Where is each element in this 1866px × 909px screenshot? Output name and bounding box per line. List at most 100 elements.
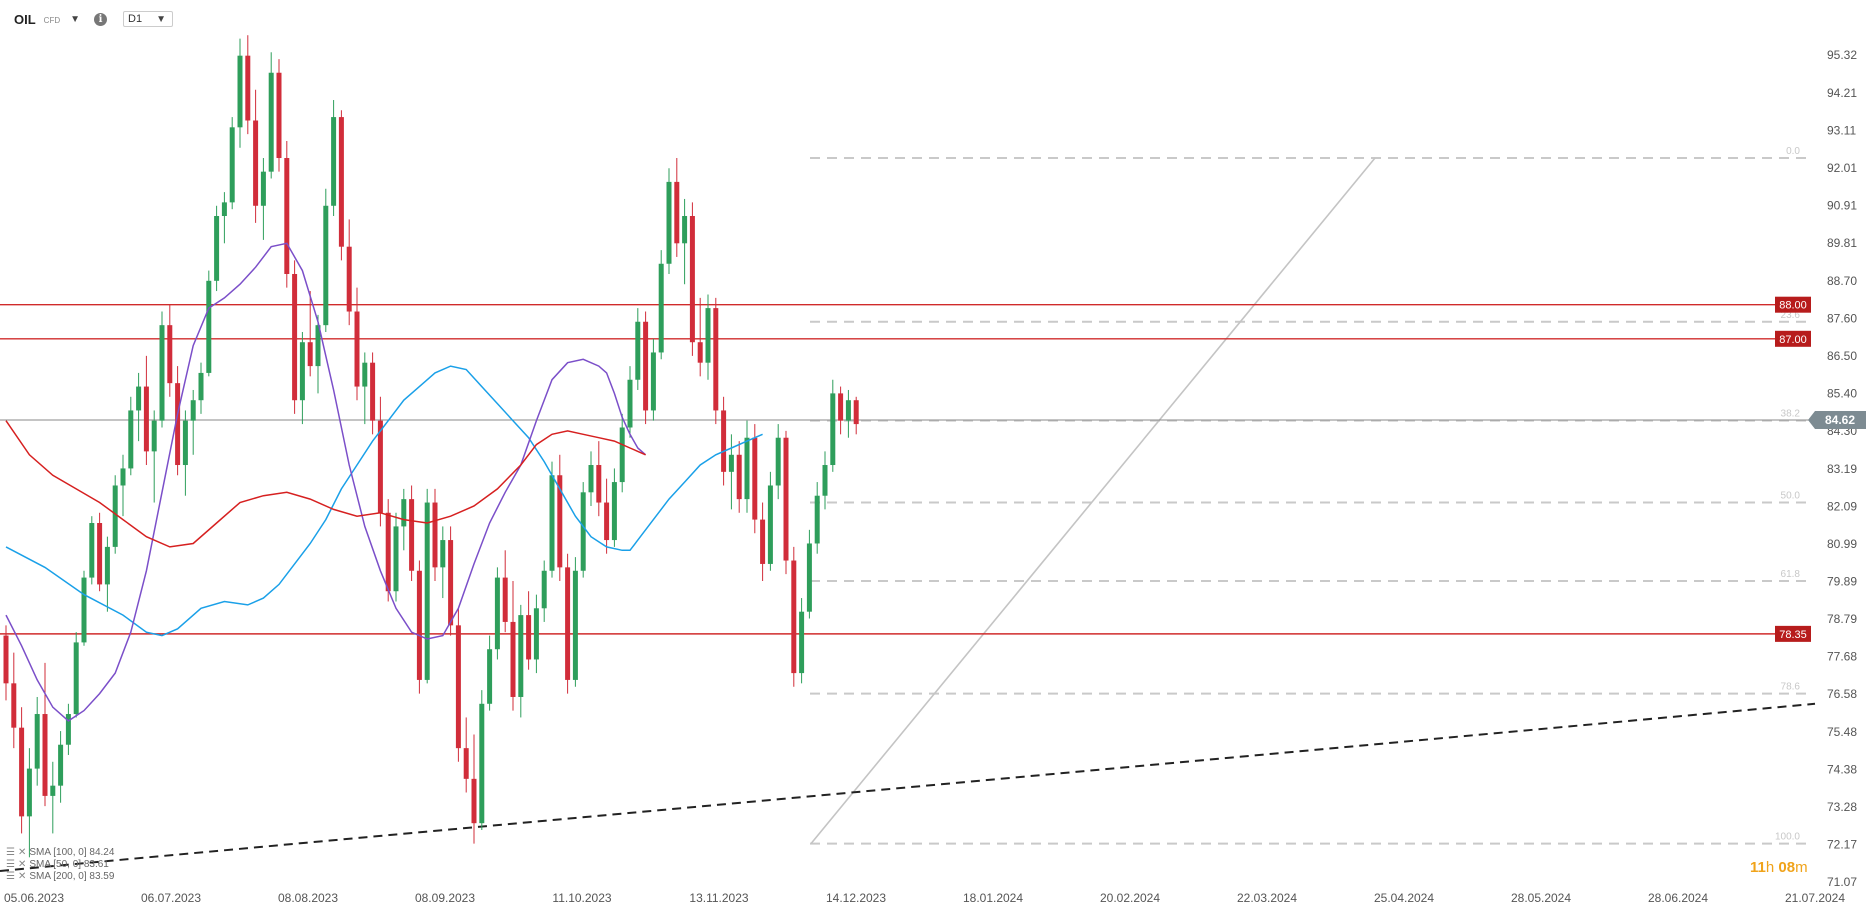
- candle-down: [416, 570, 422, 680]
- candle-down: [557, 475, 563, 568]
- candle-up: [237, 55, 243, 128]
- candle-down: [643, 321, 649, 411]
- candle-up: [151, 420, 157, 452]
- moving-averages: [5, 242, 763, 722]
- y-tick-label: 93.11: [1827, 123, 1856, 137]
- fib-level-label: 38.2: [1781, 409, 1801, 420]
- candle-down: [455, 625, 461, 749]
- candle-down: [752, 437, 758, 520]
- candle-up: [73, 642, 79, 715]
- candle-down: [526, 615, 532, 660]
- y-tick-label: 94.21: [1827, 86, 1857, 100]
- candle-countdown: 11h 08m: [1750, 859, 1808, 876]
- candle-up: [775, 437, 781, 486]
- y-tick-label: 72.17: [1827, 838, 1857, 852]
- candle-down: [783, 437, 789, 561]
- settings-icon[interactable]: ☰: [6, 858, 15, 870]
- settings-icon[interactable]: ☰: [6, 846, 15, 858]
- y-tick-label: 88.70: [1827, 274, 1857, 288]
- x-tick-label: 20.02.2024: [1100, 891, 1160, 905]
- y-tick-label: 86.50: [1827, 349, 1857, 363]
- candle-down: [377, 420, 383, 513]
- candle-up: [401, 499, 407, 527]
- candle-up: [619, 427, 625, 483]
- candle-up: [120, 468, 126, 486]
- candle-down: [3, 635, 9, 684]
- fib-level-label: 78.6: [1781, 682, 1801, 693]
- fib-anchor-line[interactable]: [810, 157, 1376, 845]
- fib-level-label: 100.0: [1775, 832, 1800, 843]
- x-tick-label: 21.07.2024: [1785, 891, 1845, 905]
- symbol-name[interactable]: OIL: [14, 11, 36, 27]
- level-price-label: 87.00: [1779, 334, 1807, 346]
- legend-label: SMA [100, 0] 84.24: [29, 846, 115, 858]
- candle-down: [471, 778, 477, 824]
- level-price-label: 78.35: [1779, 629, 1807, 641]
- indicator-legend: ☰ ✕ SMA [100, 0] 84.24 ☰ ✕ SMA [50, 0] 8…: [6, 846, 114, 882]
- timeframe-value: D1: [128, 13, 143, 25]
- candle-up: [198, 372, 204, 401]
- y-tick-label: 71.07: [1827, 875, 1857, 889]
- x-tick-label: 28.06.2024: [1648, 891, 1708, 905]
- y-tick-label: 85.40: [1827, 386, 1857, 400]
- candle-up: [260, 171, 266, 206]
- support-trendline[interactable]: [0, 702, 1816, 872]
- candle-up: [440, 540, 446, 568]
- candle-up: [658, 263, 664, 353]
- current-price-label: 84.62: [1825, 413, 1855, 427]
- close-icon[interactable]: ✕: [17, 858, 27, 870]
- candle-down: [697, 342, 703, 363]
- candle-up: [635, 321, 641, 380]
- y-tick-label: 75.48: [1827, 725, 1857, 739]
- candle-up: [541, 570, 547, 609]
- close-icon[interactable]: ✕: [17, 870, 27, 882]
- horizontal-levels[interactable]: 88.00 87.00 78.35: [0, 296, 1815, 642]
- close-icon[interactable]: ✕: [17, 846, 27, 858]
- candle-up: [65, 714, 71, 745]
- x-tick-label: 14.12.2023: [826, 891, 886, 905]
- level-price-tag: [1775, 625, 1811, 642]
- current-price-badge: [1815, 410, 1866, 429]
- candle-up: [315, 325, 321, 367]
- timeframe-select[interactable]: D1 ▼: [123, 11, 173, 27]
- candle-down: [510, 621, 516, 697]
- fib-level-label: 23.6: [1781, 310, 1801, 321]
- y-tick-label: 79.89: [1827, 574, 1857, 588]
- candle-down: [689, 216, 695, 343]
- candle-up: [682, 216, 688, 244]
- candle-down: [276, 72, 282, 159]
- candle-down: [42, 714, 48, 796]
- y-tick-label: 90.91: [1827, 198, 1857, 212]
- candle-down: [760, 519, 766, 564]
- candle-down: [346, 246, 352, 312]
- y-tick-label: 82.09: [1827, 499, 1857, 513]
- legend-item-sma-200: ☰ ✕ SMA [200, 0] 83.59: [6, 870, 114, 882]
- candle-down: [463, 748, 469, 779]
- candle-up: [424, 502, 430, 680]
- candle-down: [674, 181, 680, 244]
- level-price-label: 88.00: [1779, 300, 1807, 312]
- candle-down: [448, 540, 454, 626]
- legend-item-sma-100: ☰ ✕ SMA [100, 0] 84.24: [6, 846, 114, 858]
- info-icon[interactable]: i: [94, 12, 108, 26]
- candle-up: [806, 543, 812, 612]
- candle-up: [533, 608, 539, 660]
- fib-level-label: 61.8: [1781, 569, 1801, 580]
- candle-down: [338, 117, 344, 247]
- candle-up: [479, 703, 485, 824]
- timeframe-dropdown-icon: ▼: [156, 13, 166, 25]
- candle-up: [81, 577, 87, 643]
- candle-up: [159, 325, 165, 421]
- settings-icon[interactable]: ☰: [6, 870, 15, 882]
- trendlines[interactable]: [0, 702, 1816, 872]
- fibonacci-retracement[interactable]: 0.0 23.6 38.2 50.0 61.8 78.6 100.0: [810, 146, 1808, 845]
- candle-down: [853, 400, 859, 425]
- candle-down: [245, 55, 251, 121]
- symbol-dropdown-icon[interactable]: ▼: [70, 13, 81, 25]
- candle-down: [253, 120, 259, 206]
- x-tick-label: 11.10.2023: [552, 891, 611, 905]
- candle-up: [572, 570, 578, 680]
- candle-up: [845, 400, 851, 421]
- y-tick-label: 80.99: [1827, 537, 1857, 551]
